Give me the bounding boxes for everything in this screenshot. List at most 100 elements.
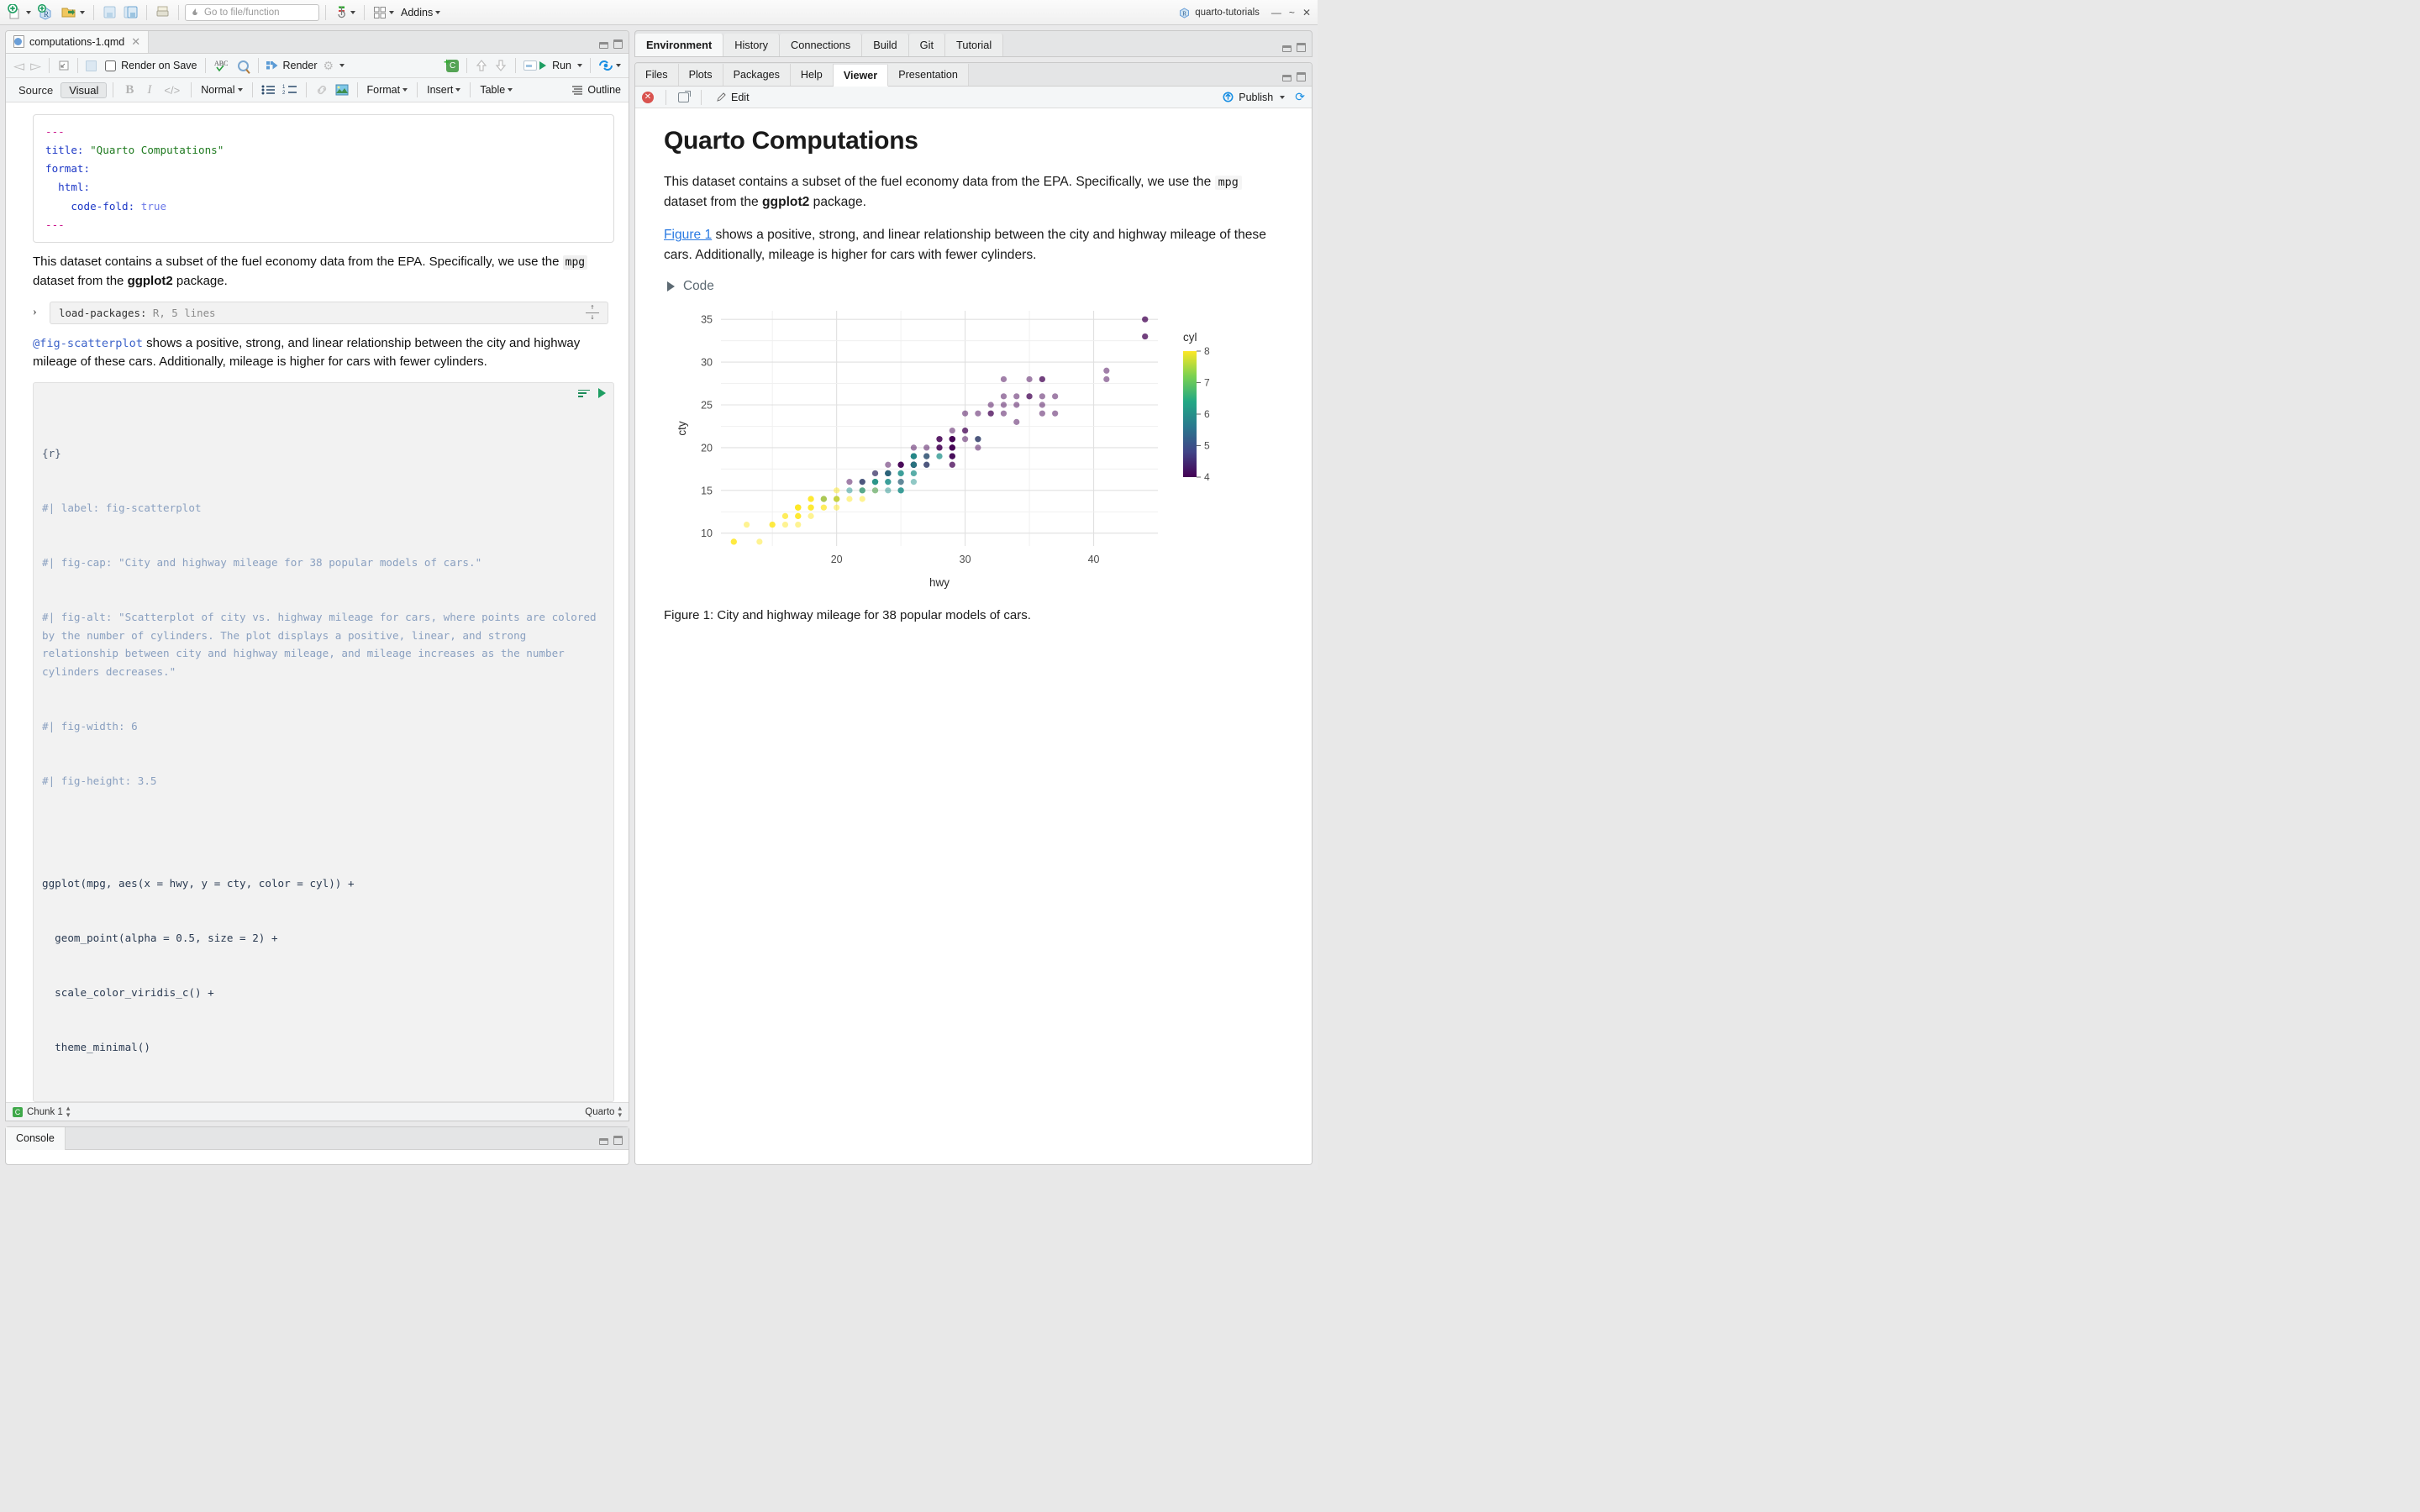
tab-environment[interactable]: Environment — [635, 34, 724, 56]
tab-help[interactable]: Help — [790, 64, 834, 86]
chevron-down-icon[interactable] — [80, 10, 85, 14]
maximize-pane-icon[interactable] — [613, 1136, 623, 1146]
editor-paragraph-1[interactable]: This dataset contains a subset of the fu… — [33, 253, 602, 291]
rerun-button[interactable] — [596, 56, 623, 75]
tab-viewer[interactable]: Viewer — [833, 65, 889, 87]
run-button[interactable]: Run — [521, 56, 585, 75]
minimize-pane-icon[interactable] — [599, 1138, 608, 1146]
tab-history[interactable]: History — [723, 34, 781, 56]
viewer-content[interactable]: Quarto Computations This dataset contain… — [635, 108, 1312, 1165]
forward-button[interactable]: ▻ — [30, 57, 42, 74]
tab-console[interactable]: Console — [6, 1126, 66, 1150]
tab-packages[interactable]: Packages — [723, 64, 791, 86]
editor-paragraph-2[interactable]: @fig-scatterplot shows a positive, stron… — [33, 334, 602, 373]
chevron-down-icon[interactable] — [402, 88, 408, 92]
chevron-down-icon[interactable] — [1280, 95, 1286, 99]
format-indicator[interactable]: Quarto ▴ ▾ — [585, 1103, 622, 1119]
folded-chunk-load-packages[interactable]: › load-packages: R, 5 lines ↑ ↓ — [33, 301, 608, 324]
code-chunk-fig-scatterplot[interactable]: {r} #| label: fig-scatterplot #| fig-cap… — [33, 382, 614, 1103]
chunk-nav-icon[interactable]: ▴ ▾ — [66, 1103, 71, 1119]
visual-mode-button[interactable]: Visual — [60, 81, 108, 98]
tab-plots[interactable]: Plots — [678, 64, 723, 86]
find-replace-button[interactable] — [234, 56, 253, 75]
chevron-down-icon[interactable] — [616, 64, 621, 67]
table-menu[interactable]: Table — [476, 81, 516, 99]
tab-presentation[interactable]: Presentation — [888, 64, 969, 86]
workspace-panes-button[interactable] — [332, 3, 358, 22]
block-format-dropdown[interactable]: Normal — [197, 81, 245, 99]
pane-layout-button[interactable] — [371, 3, 397, 22]
format-menu[interactable]: Format — [364, 81, 412, 99]
render-button[interactable]: Render — [264, 56, 320, 75]
render-on-save-checkbox[interactable]: Render on Save — [100, 56, 199, 75]
insert-image-button[interactable] — [333, 81, 351, 99]
chevron-down-icon[interactable] — [339, 64, 345, 67]
addins-button[interactable]: Addins — [398, 3, 443, 22]
edit-button[interactable]: Edit — [713, 88, 752, 107]
chevron-down-icon[interactable] — [389, 10, 394, 14]
yaml-frontmatter-block[interactable]: --- title: "Quarto Computations" format:… — [33, 114, 614, 243]
chevron-down-icon[interactable] — [350, 10, 355, 14]
outline-button[interactable]: Outline — [569, 81, 623, 99]
folded-chunk-body[interactable]: load-packages: R, 5 lines ↑ ↓ — [50, 301, 608, 324]
tab-build[interactable]: Build — [862, 34, 909, 56]
figure-1-link[interactable]: Figure 1 — [664, 228, 713, 243]
close-tab-icon[interactable]: ✕ — [131, 34, 141, 48]
spellcheck-button[interactable]: ABC — [211, 56, 233, 75]
maximize-pane-icon[interactable] — [1297, 43, 1306, 52]
next-chunk-button[interactable] — [492, 56, 510, 75]
save-file-button[interactable] — [83, 56, 99, 75]
back-button[interactable]: ◅ — [13, 57, 25, 74]
show-in-new-window-button[interactable] — [55, 56, 72, 75]
maximize-pane-icon[interactable] — [613, 39, 623, 49]
run-chunk-icon[interactable] — [598, 388, 606, 399]
numbered-list-button[interactable]: 1 2 — [280, 81, 300, 99]
chevron-right-icon[interactable]: › — [33, 306, 37, 319]
previous-chunk-button[interactable] — [472, 56, 491, 75]
minimize-pane-icon[interactable] — [599, 42, 608, 49]
chevron-down-icon[interactable] — [455, 88, 461, 92]
expand-chunk-icon[interactable]: ↑ ↓ — [586, 303, 599, 322]
figure-crossref[interactable]: @fig-scatterplot — [33, 336, 143, 350]
chevron-down-icon[interactable] — [508, 88, 513, 92]
chevron-down-icon[interactable] — [577, 64, 582, 67]
chevron-down-icon[interactable] — [237, 88, 243, 92]
publish-button[interactable]: Publish — [1219, 88, 1287, 107]
minimize-button[interactable]: — — [1270, 7, 1281, 18]
italic-button[interactable]: I — [147, 82, 152, 97]
tab-files[interactable]: Files — [635, 64, 679, 86]
editor-mode-switch[interactable]: Source Visual — [11, 81, 108, 98]
goto-file-function-input[interactable]: Go to file/function — [185, 3, 319, 21]
insert-link-button[interactable] — [313, 81, 331, 99]
maximize-pane-icon[interactable] — [1297, 72, 1306, 81]
refresh-icon[interactable]: ⟳ — [1295, 90, 1305, 103]
editor-content[interactable]: --- title: "Quarto Computations" format:… — [6, 102, 629, 1103]
bullet-list-button[interactable] — [259, 81, 278, 99]
open-in-browser-icon[interactable] — [678, 90, 691, 102]
chunk-options-icon[interactable] — [578, 389, 590, 397]
render-settings-button[interactable]: ⚙ — [323, 58, 334, 72]
minimize-pane-icon[interactable] — [1282, 45, 1292, 52]
chevron-down-icon[interactable] — [26, 10, 31, 14]
chunk-indicator[interactable]: C Chunk 1 ▴ ▾ — [13, 1103, 71, 1119]
tab-git[interactable]: Git — [908, 34, 946, 56]
save-button[interactable] — [100, 3, 119, 22]
insert-menu[interactable]: Insert — [424, 81, 464, 99]
print-button[interactable] — [153, 3, 172, 22]
save-all-button[interactable] — [121, 3, 140, 22]
code-fold-toggle[interactable]: Code — [667, 279, 1283, 294]
file-tab-computations[interactable]: computations-1.qmd ✕ — [6, 31, 150, 53]
chevron-down-icon[interactable] — [435, 10, 441, 14]
code-format-button[interactable]: </> — [164, 83, 181, 97]
new-project-button[interactable]: R — [35, 3, 56, 22]
bold-button[interactable]: B — [125, 82, 134, 97]
tab-tutorial[interactable]: Tutorial — [945, 34, 1004, 56]
stop-icon[interactable]: ✕ — [642, 91, 654, 103]
insert-chunk-button[interactable]: C — [444, 56, 461, 75]
maximize-button[interactable]: ~ — [1288, 7, 1295, 18]
new-file-button[interactable] — [5, 3, 34, 22]
minimize-pane-icon[interactable] — [1282, 75, 1292, 81]
format-nav-icon[interactable]: ▴ ▾ — [618, 1103, 622, 1119]
source-mode-button[interactable]: Source — [18, 83, 54, 97]
tab-connections[interactable]: Connections — [780, 34, 863, 56]
